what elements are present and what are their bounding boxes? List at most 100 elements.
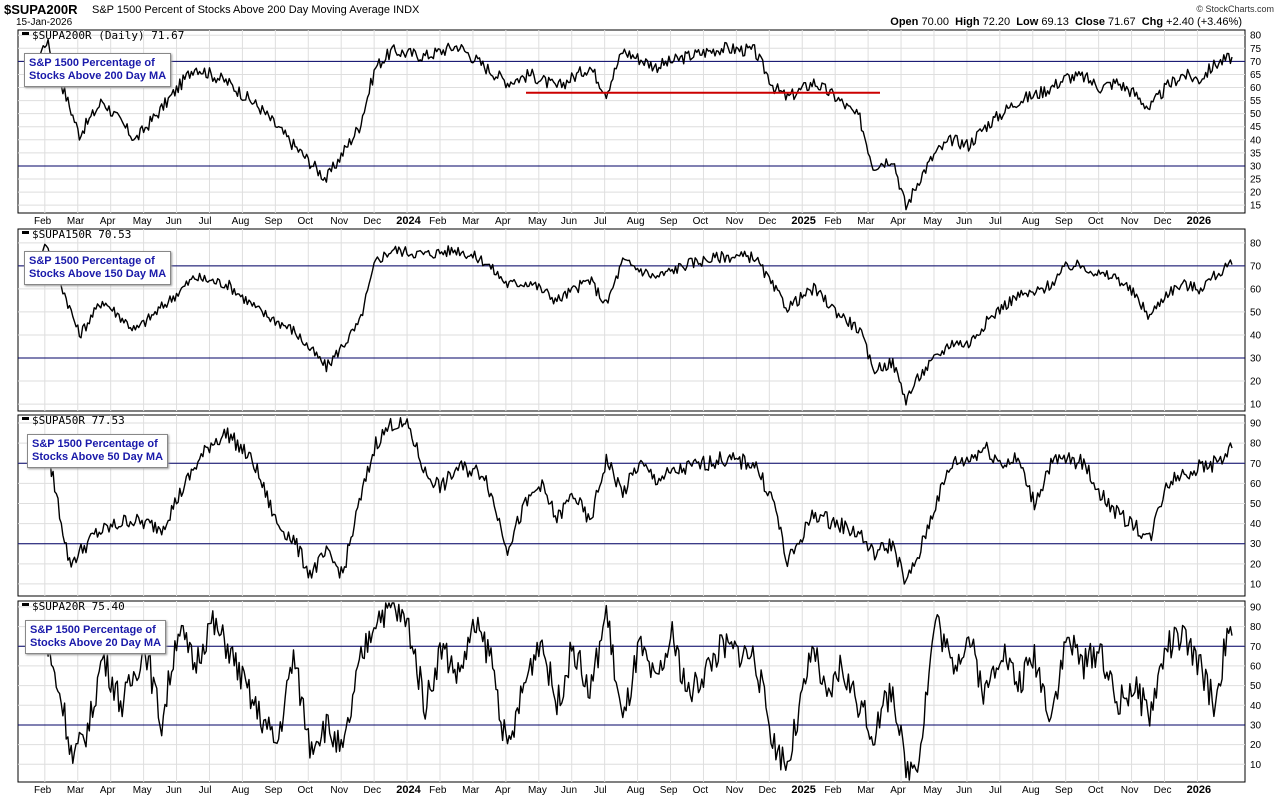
open-value: 70.00 bbox=[921, 16, 949, 28]
series-line bbox=[29, 243, 1233, 406]
x-month-label: Sep bbox=[265, 216, 283, 227]
x-month-label: Aug bbox=[232, 785, 250, 796]
x-month-label: Jun bbox=[561, 785, 577, 796]
y-tick-label: 55 bbox=[1250, 96, 1262, 107]
x-month-label: Sep bbox=[265, 785, 283, 796]
y-tick-label: 25 bbox=[1250, 175, 1262, 186]
x-month-label: May bbox=[133, 785, 152, 796]
y-tick-label: 80 bbox=[1250, 31, 1262, 42]
y-tick-label: 90 bbox=[1250, 602, 1262, 613]
chart-date: 15-Jan-2026 bbox=[16, 17, 73, 28]
close-label: Close bbox=[1075, 16, 1105, 28]
x-month-label: Apr bbox=[100, 785, 116, 796]
ohlc-readout: Open 70.00 High 72.20 Low 69.13 Close 71… bbox=[890, 16, 1242, 28]
y-tick-label: 80 bbox=[1250, 238, 1262, 249]
y-tick-label: 10 bbox=[1250, 400, 1262, 411]
y-tick-label: 70 bbox=[1250, 261, 1262, 272]
y-tick-label: 60 bbox=[1250, 284, 1262, 295]
x-month-label: Oct bbox=[693, 216, 709, 227]
y-tick-label: 60 bbox=[1250, 83, 1262, 94]
x-month-label: Nov bbox=[330, 216, 348, 227]
series-line bbox=[29, 38, 1233, 211]
x-month-label: May bbox=[923, 785, 942, 796]
x-month-label: Apr bbox=[890, 785, 906, 796]
x-month-label: Dec bbox=[363, 216, 381, 227]
panel-label-marker bbox=[22, 417, 29, 420]
panel-frame bbox=[17, 414, 1246, 597]
close-value: 71.67 bbox=[1108, 16, 1136, 28]
x-month-label: Nov bbox=[726, 785, 744, 796]
panel-frame bbox=[17, 29, 1246, 214]
x-month-label: Nov bbox=[1121, 785, 1139, 796]
legend-200day: S&P 1500 Percentage of Stocks Above 200 … bbox=[24, 53, 172, 87]
y-tick-label: 75 bbox=[1250, 44, 1262, 55]
chg-value: +2.40 (+3.46%) bbox=[1166, 16, 1242, 28]
x-month-label: Mar bbox=[857, 216, 875, 227]
x-month-label: 2025 bbox=[791, 215, 815, 227]
x-month-label: Apr bbox=[495, 785, 511, 796]
panel-label: $SUPA20R 75.40 bbox=[32, 600, 125, 613]
y-tick-label: 40 bbox=[1250, 330, 1262, 341]
x-month-label: 2024 bbox=[396, 215, 421, 227]
y-tick-label: 50 bbox=[1250, 681, 1262, 692]
x-month-label: Apr bbox=[890, 216, 906, 227]
y-tick-label: 70 bbox=[1250, 642, 1262, 653]
x-month-label: Oct bbox=[1088, 785, 1104, 796]
x-month-label: Jun bbox=[956, 216, 972, 227]
x-month-label: Feb bbox=[34, 216, 52, 227]
x-month-label: Jul bbox=[199, 216, 212, 227]
y-tick-label: 65 bbox=[1250, 70, 1262, 81]
x-month-label: Dec bbox=[1154, 216, 1172, 227]
x-month-label: Feb bbox=[824, 216, 842, 227]
x-month-label: Apr bbox=[100, 216, 116, 227]
series-line bbox=[29, 417, 1233, 585]
y-tick-label: 30 bbox=[1250, 539, 1262, 550]
x-month-label: Mar bbox=[462, 785, 480, 796]
x-month-label: Nov bbox=[1121, 216, 1139, 227]
x-month-label: Jun bbox=[166, 785, 182, 796]
panel-label: $SUPA150R 70.53 bbox=[32, 228, 131, 241]
x-month-label: Mar bbox=[67, 785, 85, 796]
x-month-label: Dec bbox=[758, 785, 776, 796]
y-tick-label: 15 bbox=[1250, 201, 1262, 212]
x-month-label: May bbox=[923, 216, 942, 227]
legend-50day: S&P 1500 Percentage of Stocks Above 50 D… bbox=[27, 434, 169, 468]
x-month-label: Sep bbox=[1055, 785, 1073, 796]
y-tick-label: 90 bbox=[1250, 419, 1262, 430]
x-month-label: 2025 bbox=[791, 784, 815, 796]
x-month-label: Dec bbox=[1154, 785, 1172, 796]
x-month-label: Aug bbox=[627, 785, 645, 796]
y-tick-label: 50 bbox=[1250, 499, 1262, 510]
high-label: High bbox=[955, 16, 980, 28]
x-month-label: Sep bbox=[660, 785, 678, 796]
y-tick-label: 10 bbox=[1250, 579, 1262, 590]
symbol-description: S&P 1500 Percent of Stocks Above 200 Day… bbox=[92, 4, 419, 16]
x-month-label: Mar bbox=[462, 216, 480, 227]
low-value: 69.13 bbox=[1041, 16, 1069, 28]
y-tick-label: 20 bbox=[1250, 740, 1262, 751]
x-month-label: Aug bbox=[1022, 216, 1040, 227]
y-tick-label: 50 bbox=[1250, 109, 1262, 120]
x-month-label: Dec bbox=[363, 785, 381, 796]
x-month-label: Jun bbox=[956, 785, 972, 796]
y-tick-label: 30 bbox=[1250, 161, 1262, 172]
x-month-label: May bbox=[528, 785, 547, 796]
panel-label-marker bbox=[22, 603, 29, 606]
series-line bbox=[30, 602, 1233, 781]
x-month-label: Feb bbox=[429, 785, 447, 796]
y-tick-label: 80 bbox=[1250, 439, 1262, 450]
x-month-label: Oct bbox=[1088, 216, 1104, 227]
exchange-label: INDX bbox=[393, 4, 420, 16]
y-tick-label: 80 bbox=[1250, 622, 1262, 633]
x-month-label: 2024 bbox=[396, 784, 421, 796]
x-month-label: Sep bbox=[660, 216, 678, 227]
chg-label: Chg bbox=[1141, 16, 1164, 28]
x-month-label: Apr bbox=[495, 216, 511, 227]
panel-label-marker bbox=[22, 231, 29, 234]
x-month-label: Jul bbox=[989, 216, 1002, 227]
brand-watermark: © StockCharts.com bbox=[1196, 4, 1274, 14]
x-month-label: Aug bbox=[1022, 785, 1040, 796]
y-tick-label: 20 bbox=[1250, 188, 1262, 199]
y-tick-label: 40 bbox=[1250, 519, 1262, 530]
panel-label-marker bbox=[22, 32, 29, 35]
